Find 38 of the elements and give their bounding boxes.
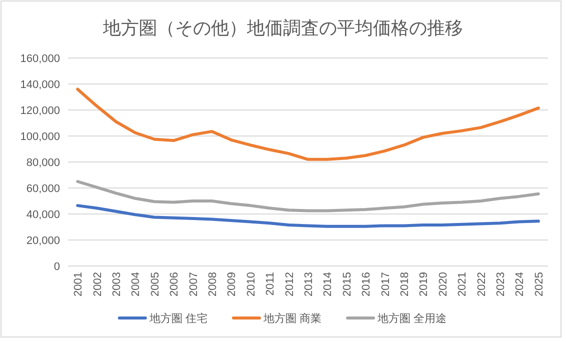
x-tick-label: 2015 (341, 272, 354, 296)
y-tick-label: 140,000 (20, 79, 60, 91)
x-tick-label: 2009 (226, 272, 238, 296)
legend-label: 地方圏 商業 (262, 312, 322, 325)
x-tick-label: 2020 (437, 272, 450, 296)
y-tick-label: 160,000 (20, 53, 60, 65)
y-tick-label: 20,000 (26, 235, 60, 247)
y-tick-label: 100,000 (20, 131, 60, 143)
x-tick-label: 2022 (476, 272, 488, 296)
legend-label: 地方圏 住宅 (148, 312, 208, 325)
x-tick-label: 2018 (399, 272, 411, 296)
x-tick-label: 2021 (456, 272, 469, 296)
y-tick-label: 120,000 (20, 105, 60, 117)
x-tick-label: 2017 (380, 272, 392, 296)
x-tick-label: 2001 (72, 272, 85, 296)
x-tick-label: 2007 (188, 272, 200, 296)
x-tick-label: 2019 (418, 272, 430, 296)
y-tick-label: 40,000 (26, 209, 60, 221)
x-tick-label: 2013 (303, 272, 315, 296)
legend-label: 地方圏 全用途 (376, 312, 447, 325)
x-tick-label: 2014 (322, 272, 334, 296)
x-tick-label: 2002 (92, 272, 104, 296)
x-tick-label: 2010 (245, 272, 258, 296)
x-tick-label: 2008 (207, 272, 219, 296)
x-tick-label: 2004 (130, 272, 142, 296)
x-tick-label: 2005 (149, 272, 162, 296)
x-tick-label: 2012 (284, 272, 296, 296)
x-tick-label: 2011 (264, 272, 277, 296)
y-tick-label: 0 (54, 261, 60, 273)
x-tick-label: 2016 (360, 272, 373, 296)
y-tick-label: 80,000 (26, 157, 60, 169)
x-tick-label: 2025 (533, 272, 546, 296)
x-tick-label: 2023 (495, 272, 507, 296)
x-tick-label: 2024 (514, 272, 526, 296)
y-tick-label: 60,000 (26, 183, 60, 195)
chart-title: 地方圏（その他）地価調査の平均価格の推移 (102, 18, 463, 38)
x-tick-label: 2003 (111, 272, 123, 296)
x-tick-label: 2006 (168, 272, 181, 296)
